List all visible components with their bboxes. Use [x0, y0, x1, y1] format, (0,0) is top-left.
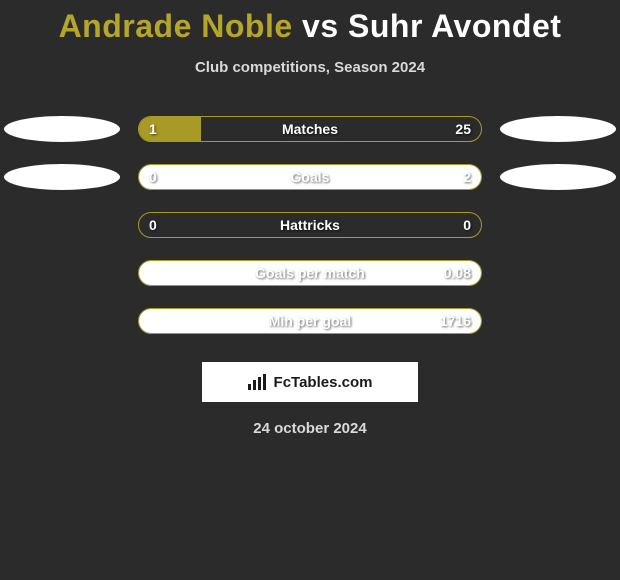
badge-slot-left — [4, 164, 120, 190]
badge-slot-left — [4, 260, 120, 286]
team-badge-right — [500, 116, 616, 142]
badge-slot-right — [500, 164, 616, 190]
team-badge-left — [4, 164, 120, 190]
brand-link[interactable]: FcTables.com — [202, 362, 418, 402]
stat-right-value: 2 — [463, 169, 471, 185]
stat-right-value: 0.08 — [444, 265, 471, 281]
stat-bar: 0 Hattricks 0 — [138, 212, 482, 238]
stat-left-value: 0 — [149, 169, 157, 185]
bar-chart-icon — [248, 374, 268, 390]
stat-right-value: 0 — [463, 217, 471, 233]
stat-label: Hattricks — [280, 217, 340, 233]
stat-row: 0 Hattricks 0 — [0, 212, 620, 238]
stat-row: Goals per match 0.08 — [0, 260, 620, 286]
badge-slot-left — [4, 212, 120, 238]
stat-label: Goals — [291, 169, 330, 185]
player1-name: Andrade Noble — [59, 8, 293, 44]
date-label: 24 october 2024 — [253, 420, 366, 437]
player2-name: Suhr Avondet — [348, 8, 561, 44]
stats-area: 1 Matches 25 0 Goals 2 — [0, 116, 620, 334]
stat-label: Min per goal — [269, 313, 351, 329]
badge-slot-right — [500, 212, 616, 238]
stat-bar: Goals per match 0.08 — [138, 260, 482, 286]
stat-bar: 1 Matches 25 — [138, 116, 482, 142]
page-title: Andrade Noble vs Suhr Avondet — [59, 8, 562, 45]
badge-slot-right — [500, 116, 616, 142]
root: Andrade Noble vs Suhr Avondet Club compe… — [0, 0, 620, 437]
vs-label: vs — [302, 8, 339, 44]
stat-bar: Min per goal 1716 — [138, 308, 482, 334]
stat-label: Goals per match — [255, 265, 365, 281]
stat-left-value: 0 — [149, 217, 157, 233]
stat-label: Matches — [282, 121, 338, 137]
stat-row: 1 Matches 25 — [0, 116, 620, 142]
badge-slot-left — [4, 116, 120, 142]
badge-slot-right — [500, 308, 616, 334]
stat-row: 0 Goals 2 — [0, 164, 620, 190]
subtitle: Club competitions, Season 2024 — [195, 59, 425, 76]
team-badge-left — [4, 116, 120, 142]
badge-slot-right — [500, 260, 616, 286]
stat-left-value: 1 — [149, 121, 157, 137]
team-badge-right — [500, 164, 616, 190]
stat-right-value: 1716 — [440, 313, 471, 329]
stat-right-value: 25 — [455, 121, 471, 137]
stat-bar: 0 Goals 2 — [138, 164, 482, 190]
stat-row: Min per goal 1716 — [0, 308, 620, 334]
brand-text: FcTables.com — [274, 374, 373, 391]
badge-slot-left — [4, 308, 120, 334]
